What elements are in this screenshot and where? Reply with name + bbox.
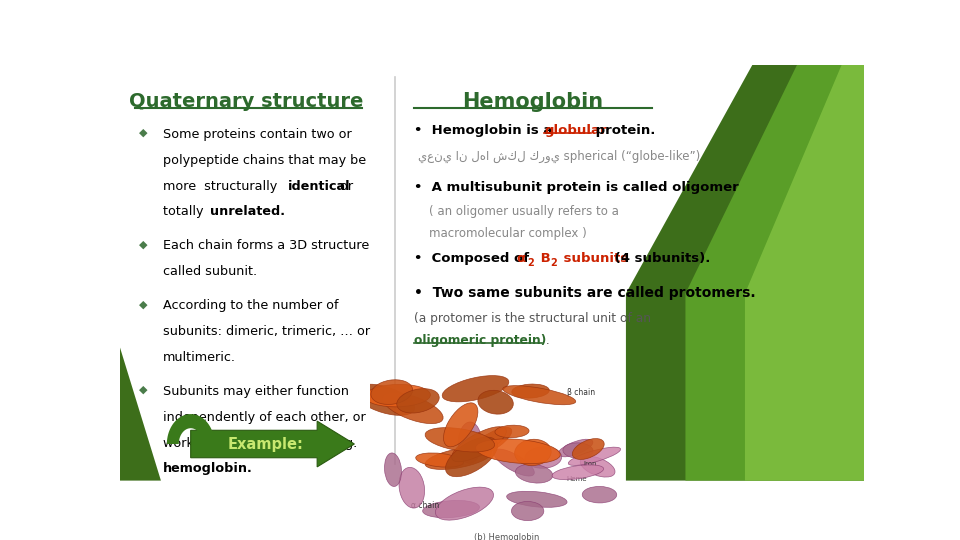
Text: polypeptide chains that may be: polypeptide chains that may be <box>163 154 367 167</box>
Text: .: . <box>541 334 549 347</box>
Ellipse shape <box>582 487 616 503</box>
Text: •  Composed of: • Composed of <box>414 252 534 265</box>
Text: Example:: Example: <box>228 436 303 451</box>
Text: Some proteins contain two or: Some proteins contain two or <box>163 128 352 141</box>
Ellipse shape <box>444 403 478 447</box>
Polygon shape <box>745 65 864 481</box>
Ellipse shape <box>422 501 479 518</box>
Text: (4 subunits).: (4 subunits). <box>611 252 710 265</box>
Ellipse shape <box>552 465 604 480</box>
Text: B: B <box>536 252 551 265</box>
Ellipse shape <box>371 380 413 404</box>
Ellipse shape <box>558 439 593 457</box>
Text: According to the number of: According to the number of <box>163 299 339 312</box>
Text: Hemoglobin: Hemoglobin <box>463 92 604 112</box>
Text: 2: 2 <box>550 258 557 268</box>
Ellipse shape <box>384 453 401 487</box>
Text: يعني ان لها شكل كروي spherical (“globe-like”): يعني ان لها شكل كروي spherical (“globe-l… <box>418 150 700 163</box>
Text: identical: identical <box>288 180 350 193</box>
Text: macromolecular complex ): macromolecular complex ) <box>429 227 587 240</box>
Ellipse shape <box>416 453 464 467</box>
Text: Each chain forms a 3D structure: Each chain forms a 3D structure <box>163 239 370 252</box>
Ellipse shape <box>572 438 604 460</box>
Ellipse shape <box>507 491 567 508</box>
Text: β chain: β chain <box>566 388 594 397</box>
Text: (b) Hemoglobin: (b) Hemoglobin <box>473 533 540 540</box>
Text: Subunits may either function: Subunits may either function <box>163 385 349 398</box>
Text: or: or <box>336 180 353 193</box>
Text: ( an oligomer usually refers to a: ( an oligomer usually refers to a <box>429 205 618 218</box>
Ellipse shape <box>458 422 482 463</box>
Text: subunits: subunits <box>559 252 628 265</box>
Text: •  Hemoglobin is a: • Hemoglobin is a <box>414 124 557 137</box>
Text: multimeric.: multimeric. <box>163 351 236 364</box>
Text: α: α <box>516 252 526 265</box>
Ellipse shape <box>512 384 549 398</box>
Ellipse shape <box>425 447 492 469</box>
Ellipse shape <box>354 384 415 415</box>
Ellipse shape <box>493 449 535 476</box>
Text: globular: globular <box>544 124 607 137</box>
Polygon shape <box>685 65 864 481</box>
Text: •  A multisubunit protein is called oligomer: • A multisubunit protein is called oligo… <box>414 181 738 194</box>
Ellipse shape <box>445 437 497 477</box>
Text: ◆: ◆ <box>138 299 147 309</box>
Ellipse shape <box>475 439 561 464</box>
Text: unrelated.: unrelated. <box>210 205 285 218</box>
Ellipse shape <box>525 447 562 468</box>
Text: (a protomer is the structural unit of an: (a protomer is the structural unit of an <box>414 312 651 325</box>
Text: •  Two same subunits are called protomers.: • Two same subunits are called protomers… <box>414 286 756 300</box>
Ellipse shape <box>443 376 509 402</box>
Polygon shape <box>167 414 214 444</box>
Polygon shape <box>120 348 161 481</box>
Ellipse shape <box>563 443 593 458</box>
Text: α chain: α chain <box>411 501 439 510</box>
Text: hemoglobin.: hemoglobin. <box>163 462 252 475</box>
Ellipse shape <box>512 502 543 521</box>
Text: subunits: dimeric, trimeric, … or: subunits: dimeric, trimeric, … or <box>163 325 371 338</box>
Ellipse shape <box>568 447 620 465</box>
Polygon shape <box>626 65 864 481</box>
Ellipse shape <box>516 464 553 483</box>
Text: work       cooperatively,     e.g.: work cooperatively, e.g. <box>163 436 357 449</box>
Text: independently of each other, or: independently of each other, or <box>163 411 366 424</box>
Text: ◆: ◆ <box>138 385 147 395</box>
Text: Iron: Iron <box>583 461 596 467</box>
Ellipse shape <box>396 389 440 413</box>
Text: Heme: Heme <box>566 476 588 482</box>
Ellipse shape <box>436 487 493 520</box>
Ellipse shape <box>399 467 424 508</box>
Ellipse shape <box>515 439 551 465</box>
Text: 2: 2 <box>527 258 534 268</box>
Ellipse shape <box>425 428 494 452</box>
Ellipse shape <box>478 390 514 414</box>
Ellipse shape <box>365 384 430 407</box>
Ellipse shape <box>495 425 529 437</box>
Polygon shape <box>191 421 354 467</box>
Ellipse shape <box>382 393 444 423</box>
Text: oligomeric protein): oligomeric protein) <box>414 334 546 347</box>
Text: totally: totally <box>163 205 207 218</box>
Text: called subunit.: called subunit. <box>163 265 257 278</box>
Ellipse shape <box>580 456 615 477</box>
Ellipse shape <box>468 428 512 457</box>
Ellipse shape <box>503 386 576 405</box>
Text: more  structurally: more structurally <box>163 180 281 193</box>
Text: protein.: protein. <box>591 124 656 137</box>
Text: ◆: ◆ <box>138 128 147 138</box>
Text: ◆: ◆ <box>138 239 147 249</box>
Text: Quaternary structure: Quaternary structure <box>130 92 364 111</box>
Ellipse shape <box>451 427 506 462</box>
